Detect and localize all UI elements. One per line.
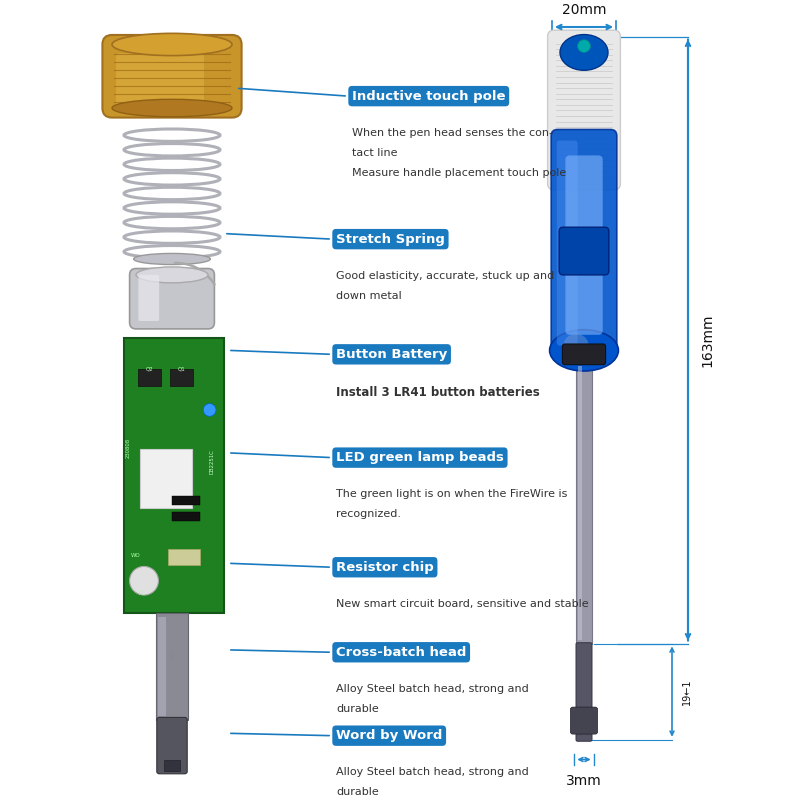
FancyBboxPatch shape bbox=[557, 141, 578, 346]
FancyBboxPatch shape bbox=[172, 496, 200, 506]
FancyBboxPatch shape bbox=[566, 156, 602, 334]
FancyBboxPatch shape bbox=[116, 54, 204, 106]
Text: R1: R1 bbox=[138, 591, 146, 596]
Text: Good elasticity, accurate, stuck up and: Good elasticity, accurate, stuck up and bbox=[336, 271, 554, 281]
FancyBboxPatch shape bbox=[576, 642, 592, 742]
Text: Alloy Steel batch head, strong and: Alloy Steel batch head, strong and bbox=[336, 684, 529, 694]
FancyBboxPatch shape bbox=[157, 718, 187, 774]
Text: ↯: ↯ bbox=[581, 498, 588, 507]
Text: DB2251C: DB2251C bbox=[210, 450, 214, 474]
Text: Install 3 LR41 button batteries: Install 3 LR41 button batteries bbox=[336, 386, 540, 399]
Ellipse shape bbox=[112, 34, 232, 56]
FancyBboxPatch shape bbox=[172, 512, 200, 521]
Text: Stretch Spring: Stretch Spring bbox=[336, 233, 445, 246]
FancyBboxPatch shape bbox=[158, 617, 166, 716]
Circle shape bbox=[130, 566, 158, 595]
Text: WO: WO bbox=[130, 553, 140, 558]
Circle shape bbox=[578, 40, 590, 53]
Text: Inductive touch pole: Inductive touch pole bbox=[352, 90, 506, 102]
Text: recognized.: recognized. bbox=[336, 510, 401, 519]
Text: 20mm: 20mm bbox=[562, 2, 606, 17]
FancyBboxPatch shape bbox=[138, 275, 159, 321]
Ellipse shape bbox=[136, 267, 208, 283]
Text: 19←1: 19←1 bbox=[682, 678, 691, 705]
FancyBboxPatch shape bbox=[102, 35, 242, 118]
Text: Measure handle placement touch pole: Measure handle placement touch pole bbox=[352, 168, 566, 178]
Text: 163mm: 163mm bbox=[700, 314, 714, 366]
Circle shape bbox=[203, 403, 216, 416]
Text: down metal: down metal bbox=[336, 290, 402, 301]
Circle shape bbox=[563, 334, 589, 359]
FancyBboxPatch shape bbox=[547, 30, 621, 190]
Text: Button Battery: Button Battery bbox=[336, 348, 447, 361]
FancyBboxPatch shape bbox=[578, 366, 582, 640]
Text: durable: durable bbox=[336, 704, 378, 714]
FancyBboxPatch shape bbox=[130, 269, 214, 329]
FancyBboxPatch shape bbox=[170, 369, 193, 386]
Text: When the pen head senses the con-: When the pen head senses the con- bbox=[352, 128, 553, 138]
Text: LED green lamp beads: LED green lamp beads bbox=[336, 451, 504, 464]
Text: ↯: ↯ bbox=[168, 652, 176, 662]
FancyBboxPatch shape bbox=[124, 338, 224, 613]
FancyBboxPatch shape bbox=[156, 613, 188, 720]
FancyBboxPatch shape bbox=[570, 707, 598, 734]
Text: New smart circuit board, sensitive and stable: New smart circuit board, sensitive and s… bbox=[336, 599, 589, 609]
FancyBboxPatch shape bbox=[138, 369, 161, 386]
FancyBboxPatch shape bbox=[164, 759, 180, 771]
FancyBboxPatch shape bbox=[140, 449, 192, 508]
Text: Alloy Steel batch head, strong and: Alloy Steel batch head, strong and bbox=[336, 767, 529, 778]
Text: The green light is on when the FireWire is: The green light is on when the FireWire … bbox=[336, 490, 567, 499]
Text: 3mm: 3mm bbox=[566, 774, 602, 788]
Ellipse shape bbox=[550, 330, 618, 371]
FancyBboxPatch shape bbox=[551, 130, 617, 357]
Text: Cross-batch head: Cross-batch head bbox=[336, 646, 466, 658]
Text: 230808: 230808 bbox=[126, 438, 130, 458]
Text: Q1: Q1 bbox=[178, 366, 186, 371]
FancyBboxPatch shape bbox=[559, 227, 609, 275]
Ellipse shape bbox=[560, 34, 608, 70]
Text: Resistor chip: Resistor chip bbox=[336, 561, 434, 574]
Text: durable: durable bbox=[336, 787, 378, 798]
FancyBboxPatch shape bbox=[168, 549, 200, 565]
FancyBboxPatch shape bbox=[562, 344, 606, 365]
Text: tact line: tact line bbox=[352, 148, 398, 158]
FancyBboxPatch shape bbox=[576, 362, 592, 644]
Ellipse shape bbox=[112, 99, 232, 117]
Text: Q2: Q2 bbox=[146, 366, 154, 371]
Ellipse shape bbox=[134, 254, 210, 265]
Text: Word by Word: Word by Word bbox=[336, 729, 442, 742]
